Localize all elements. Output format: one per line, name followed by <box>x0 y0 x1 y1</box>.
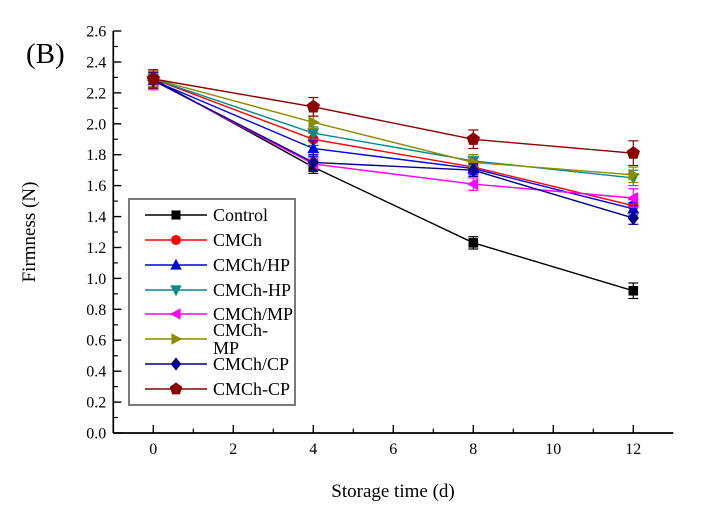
legend-item-cmch-slash-cp: CMCh/CP <box>144 352 294 376</box>
y-tick-label: 0.0 <box>86 426 106 443</box>
panel-label: (B) <box>26 38 65 70</box>
legend-label: CMCh-HP <box>213 279 292 300</box>
series-cmch-hp <box>147 70 640 187</box>
legend: Control CMCh CMCh/HP CMCh-HP CMCh/MP CMC… <box>128 198 296 406</box>
triangle-left-marker-icon <box>145 308 207 321</box>
x-axis-title: Storage time (d) <box>331 481 455 502</box>
y-tick-label: 2.4 <box>86 55 106 72</box>
series-cmch-cp <box>146 69 640 167</box>
x-tick-label: 4 <box>309 441 317 458</box>
y-tick-label: 1.4 <box>86 209 106 226</box>
legend-item-cmch: CMCh <box>144 228 294 252</box>
triangle-up-marker-icon <box>145 258 207 270</box>
circle-marker-icon <box>145 235 207 246</box>
legend-item-cmch-slash-hp: CMCh/HP <box>144 253 294 277</box>
series-cmch-mp <box>146 70 639 208</box>
y-tick-label: 0.8 <box>86 302 106 319</box>
legend-item-cmch-slash-mp: CMCh/MP <box>144 302 294 326</box>
legend-label: CMCh-MP <box>213 320 269 359</box>
y-tick-label: 1.0 <box>86 271 106 288</box>
y-tick-label: 0.2 <box>86 395 106 412</box>
triangle-down-marker-icon <box>145 285 207 296</box>
legend-item-cmch-dash-cp: CMCh-CP <box>144 377 294 401</box>
x-axis-ticks: 0 2 4 6 8 10 12 <box>149 425 641 458</box>
y-tick-label: 2.6 <box>86 24 106 41</box>
series-cmch <box>148 70 639 213</box>
x-tick-label: 8 <box>469 441 477 458</box>
legend-item-cmch-dash-mp: CMCh-MP <box>144 321 294 357</box>
y-tick-label: 0.4 <box>86 364 106 381</box>
x-tick-label: 2 <box>229 441 237 458</box>
triangle-right-marker-icon <box>145 333 207 345</box>
legend-label: CMCh-CP <box>213 378 291 399</box>
x-tick-label: 6 <box>389 441 397 458</box>
y-tick-label: 2.2 <box>86 85 106 102</box>
legend-label: CMCh/CP <box>213 353 290 374</box>
y-tick-label: 1.2 <box>86 240 106 257</box>
x-tick-label: 10 <box>545 441 561 458</box>
y-tick-label: 2.0 <box>86 116 106 133</box>
legend-item-cmch-dash-hp: CMCh-HP <box>144 278 294 302</box>
y-tick-label: 0.6 <box>86 333 106 350</box>
y-axis-title: Firmness (N) <box>19 181 40 283</box>
legend-label: CMCh/HP <box>213 254 291 275</box>
x-tick-label: 0 <box>149 441 157 458</box>
y-axis-ticks: 0.0 0.2 0.4 0.6 0.8 1.0 1.2 1.4 1.6 1.8 2.0 2.2 2.4 2… <box>86 24 122 443</box>
legend-label: CMCh <box>213 230 263 251</box>
series-cmch-hp <box>147 72 640 216</box>
y-tick-label: 1.8 <box>86 147 106 164</box>
legend-label: CMCh/MP <box>213 304 294 325</box>
y-tick-label: 1.6 <box>86 178 106 195</box>
legend-item-control: Control <box>144 203 294 227</box>
square-marker-icon <box>145 210 207 220</box>
diamond-marker-icon <box>145 357 207 371</box>
pentagon-marker-icon <box>145 382 207 395</box>
legend-label: Control <box>213 205 269 226</box>
x-tick-label: 12 <box>625 441 641 458</box>
